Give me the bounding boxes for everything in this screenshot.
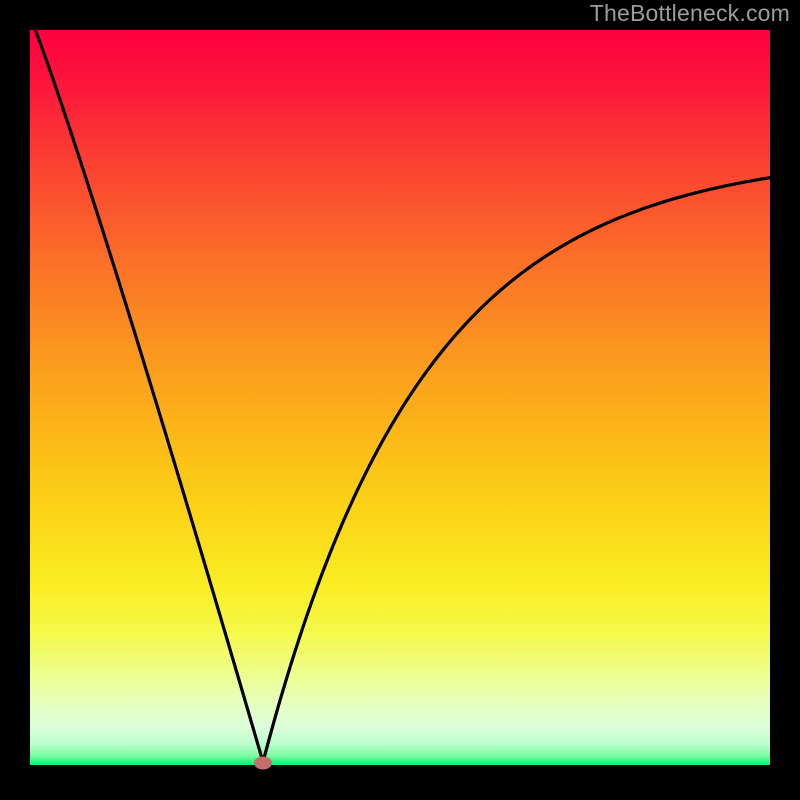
optimal-point-marker [254, 757, 272, 770]
chart-container: TheBottleneck.com [0, 0, 800, 800]
bottleneck-chart [0, 0, 800, 800]
chart-background [30, 30, 770, 765]
